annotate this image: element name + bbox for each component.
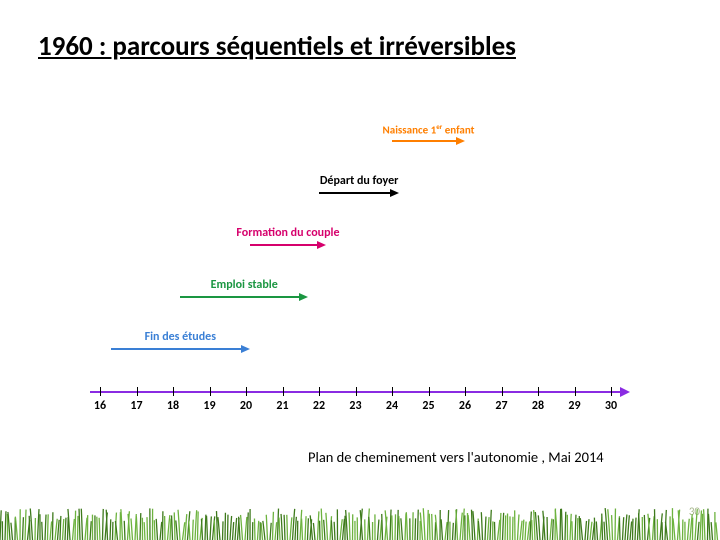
axis-tick <box>173 387 174 396</box>
axis-tick <box>100 387 101 396</box>
axis-tick <box>465 387 466 396</box>
grass-decoration <box>0 508 720 540</box>
axis-tick <box>137 387 138 396</box>
event-label: Formation du couple <box>236 226 339 240</box>
axis-tick <box>319 387 320 396</box>
event-arrow <box>250 244 319 246</box>
page-title: 1960 : parcours séquentiels et irréversi… <box>38 30 516 63</box>
axis-tick-label: 29 <box>568 399 580 413</box>
axis-tick <box>575 387 576 396</box>
event-label: Fin des études <box>145 330 216 344</box>
axis-tick-label: 24 <box>386 399 398 413</box>
axis-tick-label: 17 <box>130 399 142 413</box>
axis-tick <box>392 387 393 396</box>
event-arrow <box>392 140 457 142</box>
caption: Plan de cheminement vers l'autonomie , M… <box>308 448 604 466</box>
axis-tick <box>502 387 503 396</box>
axis-tick-label: 23 <box>349 399 361 413</box>
event-label: Naissance 1er enfant <box>383 122 475 137</box>
axis-tick <box>246 387 247 396</box>
event-arrow <box>319 192 391 194</box>
timeline-chart: Naissance 1er enfant Départ du foyer Forma… <box>100 125 620 415</box>
axis-tick-label: 16 <box>94 399 106 413</box>
event-label: Emploi stable <box>211 278 278 292</box>
axis-tick <box>356 387 357 396</box>
event-arrow <box>180 296 300 298</box>
axis-tick-label: 27 <box>495 399 507 413</box>
axis-tick <box>538 387 539 396</box>
event-label: Départ du foyer <box>320 174 399 188</box>
axis-tick-label: 28 <box>532 399 544 413</box>
axis-tick <box>210 387 211 396</box>
axis-tick-label: 30 <box>605 399 617 413</box>
axis-tick-label: 19 <box>203 399 215 413</box>
axis-tick-label: 26 <box>459 399 471 413</box>
axis-tick-label: 20 <box>240 399 252 413</box>
axis-tick <box>429 387 430 396</box>
axis-tick-label: 21 <box>276 399 288 413</box>
axis-tick-label: 18 <box>167 399 179 413</box>
event-arrow <box>111 348 242 350</box>
axis-tick <box>283 387 284 396</box>
axis-tick <box>611 387 612 396</box>
axis-tick-label: 25 <box>422 399 434 413</box>
axis-tick-label: 22 <box>313 399 325 413</box>
